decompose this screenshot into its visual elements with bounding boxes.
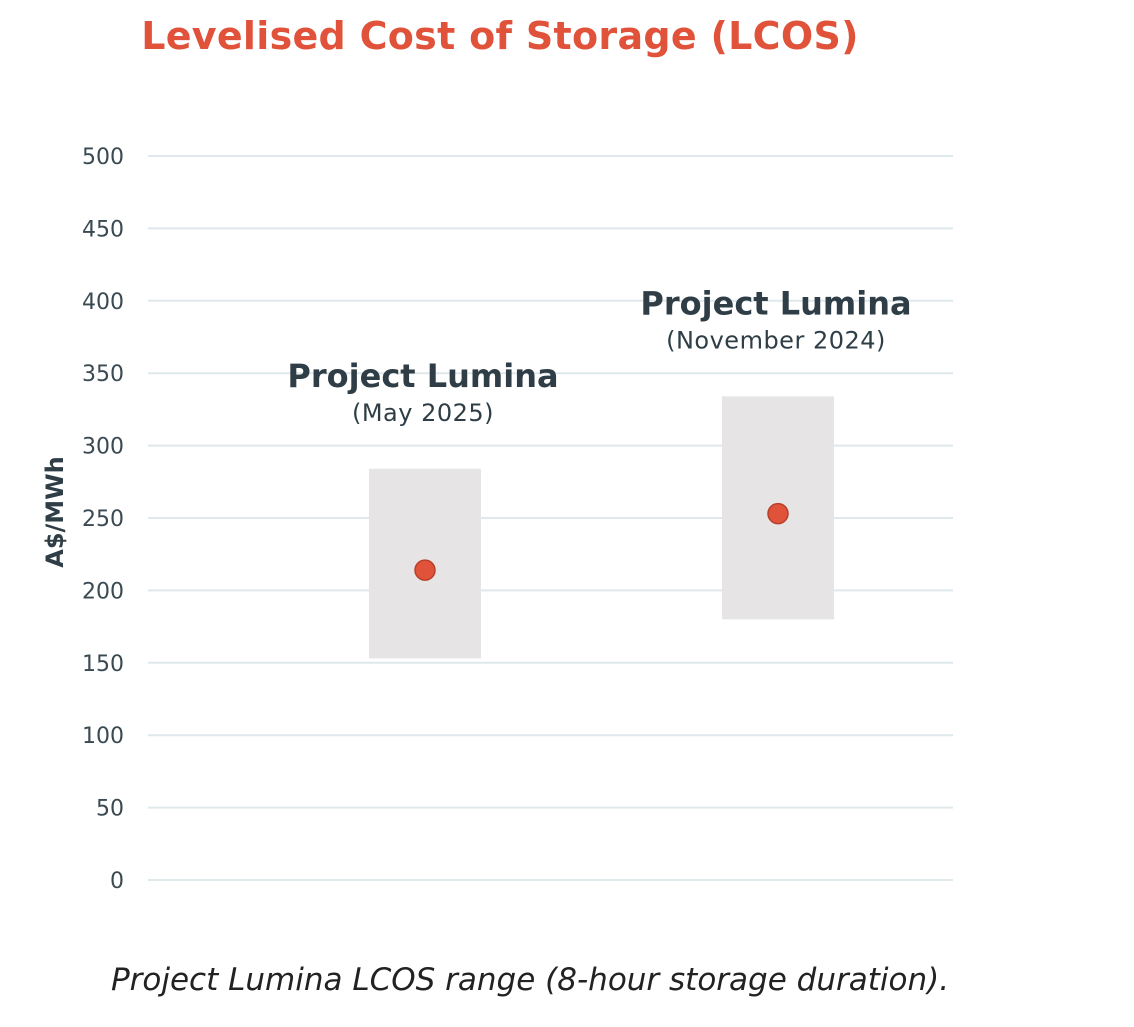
y-tick-label: 0 — [110, 869, 124, 894]
y-axis-label: A$/MWh — [41, 456, 69, 567]
data-point — [767, 502, 789, 525]
y-tick-label: 200 — [82, 579, 124, 604]
y-tick-label: 50 — [96, 797, 124, 822]
series-date-label: (November 2024) — [666, 326, 886, 354]
chart-title: Levelised Cost of Storage (LCOS) — [141, 14, 859, 58]
series-label: Project Lumina — [287, 357, 558, 395]
y-tick-label: 500 — [82, 145, 124, 170]
y-tick-label: 450 — [82, 217, 124, 242]
data-point — [414, 559, 436, 581]
y-tick-label: 250 — [82, 507, 124, 532]
lcos-chart: A$/MWh 0 50 100 150 200 250 300 350 400 450 500 Pro… — [41, 145, 953, 894]
series-date-label: (May 2025) — [352, 399, 494, 427]
y-tick-label: 100 — [82, 724, 124, 749]
chart-caption: Project Lumina LCOS range (8-hour storag… — [110, 962, 950, 998]
y-tick-label: 350 — [82, 362, 124, 387]
y-tick-label: 400 — [82, 290, 124, 315]
y-tick-label: 300 — [82, 435, 124, 460]
series-label: Project Lumina — [640, 284, 911, 322]
y-tick-label: 150 — [82, 652, 124, 677]
